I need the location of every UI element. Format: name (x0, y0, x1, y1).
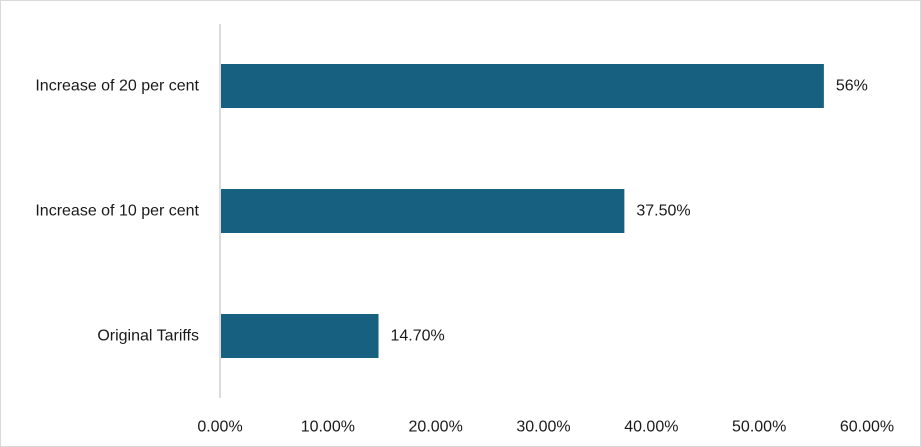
bar-0 (221, 64, 824, 108)
x-tick-label-6: 60.00% (840, 419, 894, 436)
bars-group (221, 64, 824, 358)
x-tick-label-2: 20.00% (409, 419, 463, 436)
x-tick-label-1: 10.00% (301, 419, 355, 436)
data-label-2: 14.70% (391, 328, 445, 345)
bar-2 (221, 314, 379, 358)
bar-1 (221, 189, 625, 233)
x-tick-label-5: 50.00% (732, 419, 786, 436)
category-label-2: Original Tariffs (97, 328, 199, 345)
category-label-0: Increase of 20 per cent (35, 78, 199, 95)
category-label-1: Increase of 10 per cent (35, 203, 199, 220)
data-label-1: 37.50% (636, 203, 690, 220)
x-tick-label-4: 40.00% (624, 419, 678, 436)
category-labels: Increase of 20 per cent Increase of 10 pe… (35, 78, 199, 345)
data-label-0: 56% (836, 78, 868, 95)
x-tick-labels: 0.00% 10.00% 20.00% 30.00% 40.00% 50.00% 60.00… (197, 419, 894, 436)
x-tick-label-0: 0.00% (197, 419, 242, 436)
data-labels: 56% 37.50% 14.70% (391, 78, 868, 345)
x-tick-label-3: 30.00% (516, 419, 570, 436)
